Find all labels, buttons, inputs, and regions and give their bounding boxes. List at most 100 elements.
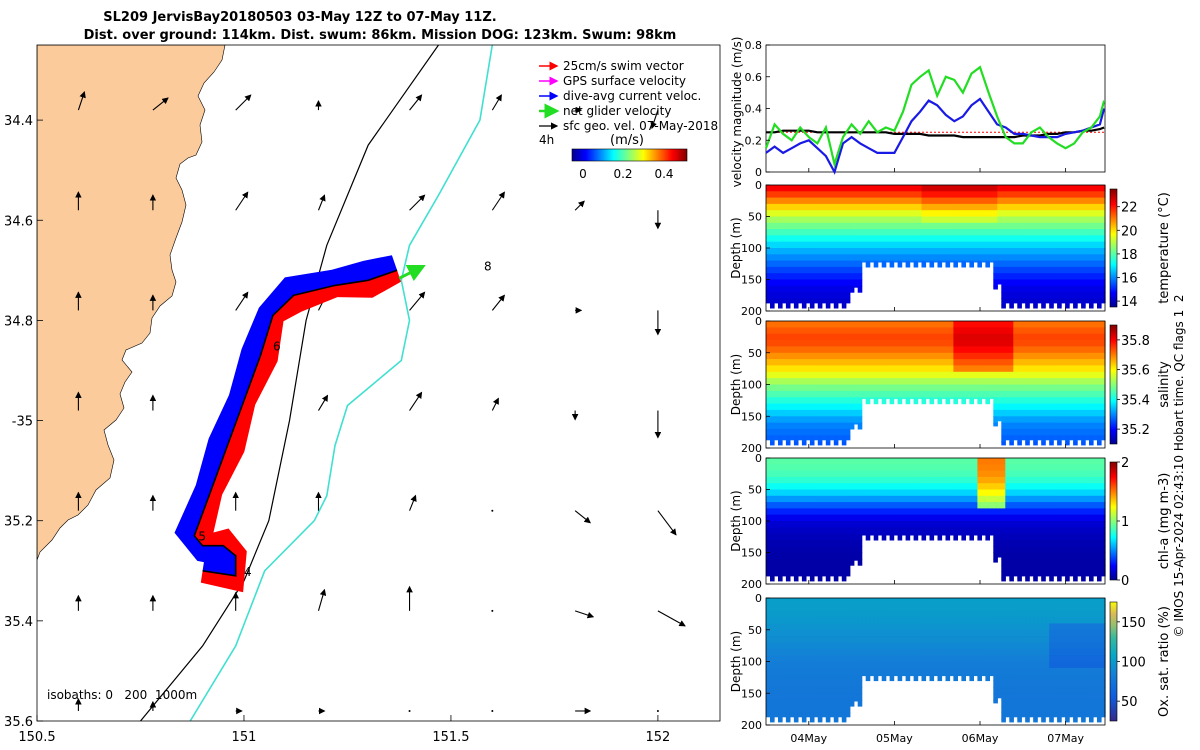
section-cell — [1037, 464, 1042, 472]
section-cell — [841, 327, 847, 335]
section-cell — [845, 416, 851, 424]
section-cell — [774, 458, 779, 465]
section-cell — [989, 197, 994, 205]
section-cell — [865, 229, 871, 236]
section-cell — [1017, 273, 1022, 281]
section-cell — [977, 384, 982, 392]
section-cell — [849, 235, 855, 243]
section-cell — [817, 514, 823, 522]
section-cell — [957, 489, 962, 497]
section-cell — [1017, 292, 1022, 299]
section-cell — [770, 617, 775, 624]
section-cell — [829, 384, 835, 392]
section-cell — [1057, 254, 1062, 262]
section-cell — [793, 248, 799, 255]
section-cell — [1037, 552, 1042, 560]
section-cell — [1025, 359, 1030, 366]
section-cell — [813, 476, 819, 484]
section-cell — [1065, 409, 1070, 417]
section-cell — [809, 489, 815, 497]
section-cell — [821, 384, 827, 392]
section-cell — [1041, 185, 1046, 192]
section-cell — [1061, 571, 1066, 577]
section-cell — [1029, 298, 1034, 304]
section-cell — [1065, 273, 1070, 281]
section-cell — [1101, 285, 1106, 293]
section-cell — [770, 273, 775, 281]
section-cell — [833, 636, 839, 644]
section-cell — [849, 623, 855, 631]
section-cell — [813, 416, 819, 424]
section-cell — [929, 197, 935, 205]
section-cell — [825, 371, 831, 379]
section-cell — [1093, 489, 1098, 497]
section-cell — [809, 273, 815, 281]
section-cell — [774, 642, 779, 650]
section-cell — [825, 470, 831, 478]
section-cell — [849, 273, 855, 281]
section-cell — [789, 203, 795, 211]
section-cell — [837, 693, 843, 701]
section-cell — [853, 384, 859, 392]
section-cell — [985, 483, 990, 491]
section-cell — [953, 210, 958, 218]
section-cell — [770, 718, 775, 723]
section-cell — [825, 197, 831, 205]
section-cell — [1009, 483, 1014, 491]
section-cell — [841, 527, 847, 535]
section-cell — [825, 384, 831, 392]
section-cell — [1101, 397, 1106, 405]
section-cell — [1049, 235, 1054, 243]
section-cell — [1081, 292, 1086, 299]
section-cell — [801, 470, 807, 478]
section-cell — [833, 304, 839, 309]
section-cell — [1073, 185, 1078, 192]
section-cell — [837, 273, 843, 281]
section-cell — [937, 521, 943, 528]
section-cell — [1061, 292, 1066, 299]
section-cell — [909, 359, 915, 366]
section-cell — [1013, 210, 1018, 218]
section-cell — [1029, 210, 1034, 218]
section-cell — [917, 260, 923, 263]
section-cell — [1013, 397, 1018, 405]
section-cell — [817, 203, 823, 211]
section-cell — [885, 378, 891, 386]
section-cell — [829, 495, 835, 503]
section-cell — [853, 533, 859, 541]
section-cell — [774, 476, 779, 484]
section-cell — [1069, 552, 1074, 560]
section-cell — [1001, 397, 1006, 405]
section-cell — [1065, 384, 1070, 392]
section-cell — [849, 384, 855, 392]
section-cell — [1081, 514, 1086, 522]
section-cell — [805, 384, 811, 392]
section-cell — [1029, 514, 1034, 522]
section-cell — [1041, 508, 1046, 516]
section-cell — [933, 397, 939, 400]
section-cell — [1069, 216, 1074, 224]
section-cell — [1005, 502, 1010, 509]
section-cell — [849, 604, 855, 612]
section-cell — [865, 655, 871, 663]
section-cell — [921, 514, 927, 522]
section-cell — [889, 390, 895, 398]
section-cell — [969, 222, 974, 230]
section-cell — [981, 533, 986, 536]
section-cell — [1061, 266, 1066, 274]
section-cell — [881, 346, 887, 354]
section-cell — [789, 458, 795, 465]
section-cell — [1077, 390, 1082, 398]
section-cell — [893, 390, 899, 398]
section-cell — [813, 327, 819, 335]
section-cell — [957, 260, 962, 263]
section-cell — [937, 333, 943, 341]
section-cell — [1033, 539, 1038, 547]
section-cell — [1073, 241, 1078, 249]
section-cell — [853, 352, 859, 360]
section-cell — [1025, 483, 1030, 491]
section-cell — [1001, 409, 1006, 417]
section-cell — [1101, 552, 1106, 560]
section-cell — [925, 321, 931, 328]
section-cell — [1065, 340, 1070, 347]
